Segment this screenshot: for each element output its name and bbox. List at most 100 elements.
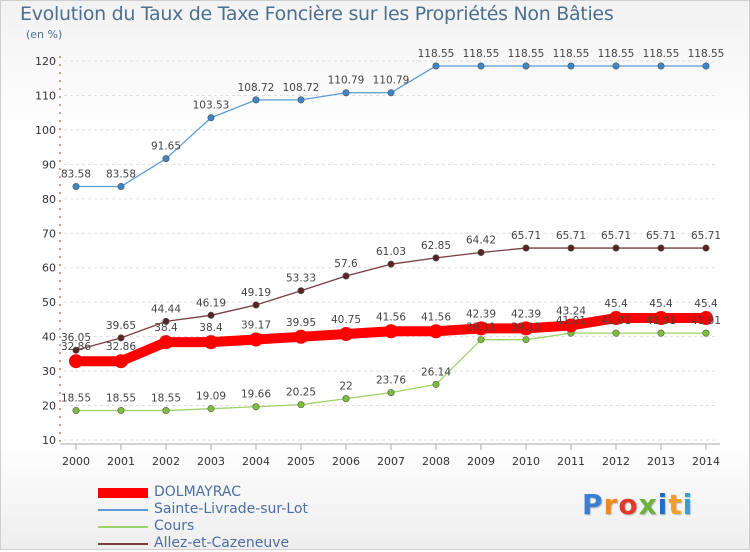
- data-label-allez-et-cazeneuve: 64.42: [466, 234, 496, 246]
- logo-letter: o: [618, 488, 639, 521]
- data-label-cours: 41.01: [556, 315, 586, 327]
- data-label-cours: 39.11: [511, 322, 541, 334]
- data-point-cours: [117, 407, 125, 415]
- data-label-allez-et-cazeneuve: 61.03: [376, 246, 406, 258]
- data-point-sainte-livrade-sur-lot: [432, 62, 440, 70]
- data-point-cours: [522, 336, 530, 344]
- logo-letter: x: [638, 488, 658, 521]
- data-point-allez-et-cazeneuve: [162, 317, 170, 325]
- data-label-dolmayrac: 42.39: [511, 308, 541, 320]
- data-point-cours: [702, 329, 710, 337]
- data-label-allez-et-cazeneuve: 65.71: [511, 230, 541, 242]
- x-tick-label: 2014: [692, 455, 720, 468]
- data-point-dolmayrac: [69, 354, 83, 369]
- data-point-sainte-livrade-sur-lot: [522, 62, 530, 70]
- data-point-cours: [207, 405, 215, 413]
- data-label-cours: 18.55: [151, 393, 181, 405]
- x-tick-label: 2005: [287, 455, 315, 468]
- data-label-cours: 41.01: [646, 315, 676, 327]
- data-point-sainte-livrade-sur-lot: [567, 62, 575, 70]
- data-label-allez-et-cazeneuve: 57.6: [334, 258, 358, 270]
- data-label-dolmayrac: 45.4: [694, 298, 718, 310]
- y-tick-label: 80: [42, 193, 56, 206]
- x-tick-label: 2011: [557, 455, 585, 468]
- proxiti-logo: Proxiti: [582, 488, 693, 521]
- logo-letter: P: [582, 488, 604, 521]
- data-label-allez-et-cazeneuve: 65.71: [646, 230, 676, 242]
- data-point-cours: [297, 401, 305, 409]
- data-label-sainte-livrade-sur-lot: 103.53: [193, 100, 230, 112]
- data-point-allez-et-cazeneuve: [342, 272, 350, 280]
- data-label-dolmayrac: 43.24: [556, 305, 586, 317]
- chart-title: Evolution du Taux de Taxe Foncière sur l…: [20, 3, 614, 25]
- data-label-allez-et-cazeneuve: 65.71: [601, 230, 631, 242]
- data-point-dolmayrac: [654, 311, 668, 326]
- data-point-dolmayrac: [384, 324, 398, 339]
- data-label-cours: 26.14: [421, 366, 451, 378]
- data-point-allez-et-cazeneuve: [567, 244, 575, 252]
- data-label-sainte-livrade-sur-lot: 118.55: [418, 48, 455, 60]
- data-point-sainte-livrade-sur-lot: [252, 96, 260, 104]
- x-tick-label: 2012: [602, 455, 630, 468]
- legend-swatch: [98, 525, 148, 528]
- legend-swatch: [98, 542, 148, 545]
- data-point-dolmayrac: [204, 335, 218, 350]
- data-point-allez-et-cazeneuve: [477, 248, 485, 256]
- data-point-dolmayrac: [519, 321, 533, 336]
- data-label-dolmayrac: 45.4: [604, 298, 628, 310]
- data-label-cours: 22: [339, 381, 352, 393]
- data-label-dolmayrac: 39.17: [241, 319, 271, 331]
- x-tick-label: 2006: [332, 455, 360, 468]
- data-label-dolmayrac: 38.4: [154, 322, 178, 334]
- data-point-sainte-livrade-sur-lot: [72, 182, 80, 190]
- data-point-dolmayrac: [609, 311, 623, 326]
- data-point-allez-et-cazeneuve: [657, 244, 665, 252]
- data-point-allez-et-cazeneuve: [117, 334, 125, 342]
- y-tick-label: 40: [42, 331, 56, 344]
- data-point-dolmayrac: [339, 327, 353, 342]
- data-point-allez-et-cazeneuve: [72, 346, 80, 354]
- logo-letter: r: [603, 488, 619, 521]
- logo-letter: t: [668, 488, 683, 521]
- data-point-cours: [432, 380, 440, 388]
- data-label-cours: 19.09: [196, 391, 226, 403]
- data-point-sainte-livrade-sur-lot: [657, 62, 665, 70]
- data-label-sainte-livrade-sur-lot: 118.55: [553, 48, 590, 60]
- x-tick-label: 2000: [62, 455, 90, 468]
- data-point-allez-et-cazeneuve: [702, 244, 710, 252]
- data-point-allez-et-cazeneuve: [297, 287, 305, 295]
- x-tick-label: 2002: [152, 455, 180, 468]
- data-label-dolmayrac: 39.95: [286, 317, 316, 329]
- data-label-cours: 19.66: [241, 389, 271, 401]
- data-point-dolmayrac: [699, 311, 713, 326]
- data-point-cours: [162, 407, 170, 415]
- y-tick-label: 50: [42, 296, 56, 309]
- data-label-cours: 20.25: [286, 387, 316, 399]
- data-point-cours: [657, 329, 665, 337]
- data-label-allez-et-cazeneuve: 39.65: [106, 320, 136, 332]
- data-point-sainte-livrade-sur-lot: [702, 62, 710, 70]
- axes: 10 20 30 40 50 60 70 80 90 100 110 120 2000 2001 2002 2…: [35, 55, 720, 468]
- data-point-sainte-livrade-sur-lot: [162, 155, 170, 163]
- data-point-allez-et-cazeneuve: [432, 254, 440, 262]
- data-point-sainte-livrade-sur-lot: [342, 89, 350, 97]
- data-point-cours: [72, 407, 80, 415]
- data-label-cours: 39.11: [466, 322, 496, 334]
- legend-swatch: [98, 508, 148, 511]
- data-label-sainte-livrade-sur-lot: 83.58: [61, 168, 91, 180]
- y-tick-label: 60: [42, 262, 56, 275]
- data-label-dolmayrac: 32.86: [106, 341, 136, 353]
- data-label-allez-et-cazeneuve: 49.19: [241, 287, 271, 299]
- data-point-allez-et-cazeneuve: [207, 311, 215, 319]
- data-point-dolmayrac: [249, 332, 263, 347]
- data-label-cours: 41.01: [601, 315, 631, 327]
- y-axis-unit-label: (en %): [26, 28, 63, 41]
- data-point-dolmayrac: [474, 321, 488, 336]
- data-label-cours: 41.01: [691, 315, 721, 327]
- y-tick-label: 120: [35, 55, 56, 68]
- data-point-dolmayrac: [294, 329, 308, 344]
- data-point-sainte-livrade-sur-lot: [297, 96, 305, 104]
- data-point-allez-et-cazeneuve: [387, 260, 395, 268]
- y-tick-label: 90: [42, 158, 56, 171]
